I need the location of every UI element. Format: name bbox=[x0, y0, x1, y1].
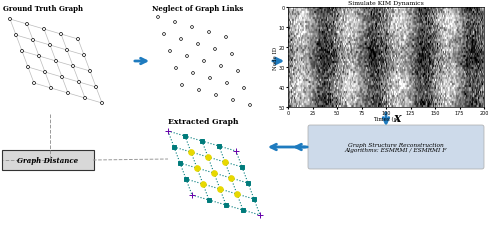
Text: Graph Structure Reconstruction
Algorithms: ESMRMI / ESMRMI F: Graph Structure Reconstruction Algorithm… bbox=[345, 142, 447, 153]
FancyBboxPatch shape bbox=[308, 126, 484, 169]
Circle shape bbox=[181, 84, 183, 87]
Circle shape bbox=[82, 54, 85, 57]
Circle shape bbox=[8, 18, 12, 21]
Circle shape bbox=[72, 65, 75, 68]
Circle shape bbox=[180, 38, 183, 41]
Circle shape bbox=[175, 67, 178, 70]
Circle shape bbox=[232, 99, 234, 102]
Title: Simulate KIM Dynamics: Simulate KIM Dynamics bbox=[348, 1, 424, 6]
FancyBboxPatch shape bbox=[2, 150, 94, 170]
Circle shape bbox=[20, 50, 23, 53]
Circle shape bbox=[203, 60, 205, 63]
Text: Neglect of Graph Links: Neglect of Graph Links bbox=[152, 5, 243, 13]
Circle shape bbox=[55, 60, 58, 63]
Circle shape bbox=[48, 44, 52, 47]
Y-axis label: Node ID: Node ID bbox=[273, 46, 278, 69]
Circle shape bbox=[32, 39, 35, 42]
Circle shape bbox=[192, 72, 194, 75]
Circle shape bbox=[220, 65, 223, 68]
Circle shape bbox=[60, 33, 62, 36]
Circle shape bbox=[191, 27, 193, 29]
Circle shape bbox=[38, 55, 41, 58]
Circle shape bbox=[207, 32, 210, 34]
Circle shape bbox=[65, 49, 68, 52]
Circle shape bbox=[237, 70, 240, 73]
Circle shape bbox=[225, 82, 228, 85]
Circle shape bbox=[77, 38, 80, 41]
Circle shape bbox=[42, 28, 45, 31]
Circle shape bbox=[33, 82, 36, 85]
Text: Extracted Graph: Extracted Graph bbox=[168, 117, 239, 126]
Circle shape bbox=[157, 16, 160, 19]
Text: Ground Truth Graph: Ground Truth Graph bbox=[3, 5, 83, 13]
X-axis label: Times (s): Times (s) bbox=[373, 117, 399, 122]
Circle shape bbox=[78, 81, 81, 84]
Circle shape bbox=[198, 89, 201, 92]
Circle shape bbox=[215, 94, 217, 97]
Circle shape bbox=[83, 97, 86, 100]
Text: Graph Distance: Graph Distance bbox=[18, 156, 79, 164]
Circle shape bbox=[248, 104, 251, 107]
Circle shape bbox=[88, 70, 92, 73]
Circle shape bbox=[61, 76, 63, 79]
Circle shape bbox=[214, 48, 216, 51]
Circle shape bbox=[95, 86, 98, 89]
Circle shape bbox=[49, 87, 53, 90]
Circle shape bbox=[197, 43, 200, 46]
Circle shape bbox=[168, 50, 171, 53]
Circle shape bbox=[174, 22, 176, 24]
Circle shape bbox=[15, 34, 18, 37]
Circle shape bbox=[101, 102, 103, 105]
Circle shape bbox=[224, 36, 227, 39]
Circle shape bbox=[231, 53, 233, 56]
Circle shape bbox=[163, 34, 165, 36]
Text: X: X bbox=[394, 115, 402, 124]
Circle shape bbox=[26, 66, 29, 69]
Circle shape bbox=[243, 87, 245, 90]
Circle shape bbox=[43, 71, 46, 74]
Circle shape bbox=[66, 92, 69, 95]
Circle shape bbox=[208, 77, 211, 80]
Circle shape bbox=[25, 23, 28, 26]
Circle shape bbox=[185, 55, 188, 58]
